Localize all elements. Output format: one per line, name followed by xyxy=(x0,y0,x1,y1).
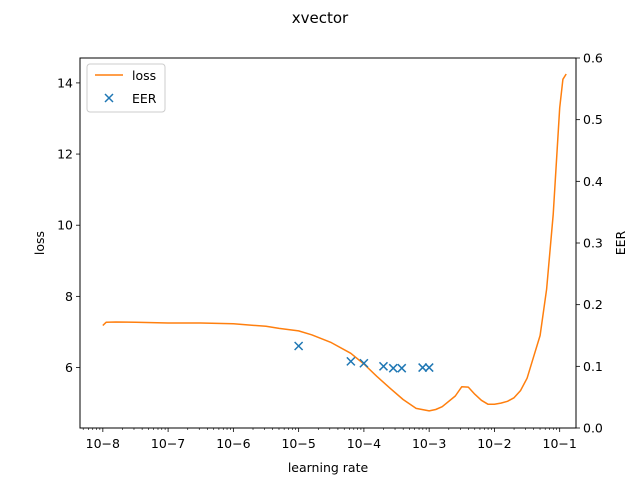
eer-point-stroke-b xyxy=(418,363,428,373)
eer-point xyxy=(378,361,389,371)
x-tick-label: 10−2 xyxy=(477,436,511,451)
x-axis-label: learning rate xyxy=(288,460,369,475)
x-tick-label: 10−3 xyxy=(412,436,446,451)
y-right-tick-label: 0.0 xyxy=(583,421,603,436)
legend-loss-label: loss xyxy=(132,68,156,83)
y-tick-label: 6 xyxy=(65,360,73,375)
eer-point-stroke-b xyxy=(378,361,389,371)
eer-point-stroke-b xyxy=(346,356,356,366)
y-right-tick-label: 0.3 xyxy=(583,236,603,251)
y-axis-label-right: EER xyxy=(613,230,628,255)
axes-frame xyxy=(79,57,577,429)
y-tick-label: 12 xyxy=(57,147,73,162)
plot-area xyxy=(102,73,567,412)
x-tick-label: 10−6 xyxy=(216,436,250,451)
eer-point xyxy=(294,341,304,351)
x-tick-label: 10−7 xyxy=(151,436,185,451)
eer-point-stroke-b xyxy=(359,358,369,368)
eer-point xyxy=(388,363,398,373)
y-right-tick-label: 0.1 xyxy=(583,359,603,374)
y-tick-label: 14 xyxy=(57,75,73,90)
x-tick-label: 10−8 xyxy=(86,436,120,451)
y-right-tick-label: 0.2 xyxy=(583,297,603,312)
eer-point xyxy=(359,358,369,368)
x-tick-label: 10−4 xyxy=(347,436,381,451)
eer-point-stroke-b xyxy=(424,363,434,373)
legend-eer-swatch xyxy=(104,93,114,103)
loss-line xyxy=(102,73,567,412)
legend-eer-label: EER xyxy=(132,91,157,106)
y-right-tick-label: 0.4 xyxy=(583,174,603,189)
eer-point xyxy=(397,363,407,373)
x-axis: 10−8 10−7 10−6 10−5 10−4 10−3 10−2 10−1 xyxy=(82,428,577,451)
legend-eer-marker xyxy=(104,93,114,103)
y-tick-label: 10 xyxy=(57,218,73,233)
y-axis-right: 0.0 0.1 0.2 0.3 0.4 0.5 0.6 xyxy=(576,51,603,436)
y-right-tick-label: 0.5 xyxy=(583,112,603,127)
eer-point-stroke-b xyxy=(397,363,407,373)
legend: loss EER xyxy=(86,63,166,113)
y-axis-left: 6 8 10 12 14 xyxy=(57,75,80,375)
x-tick-label: 10−1 xyxy=(543,436,577,451)
y-right-tick-label: 0.6 xyxy=(583,51,603,66)
chart-title: xvector xyxy=(292,9,349,27)
legend-eer-marker-stroke-b xyxy=(104,93,114,103)
eer-point xyxy=(418,363,428,373)
eer-point-stroke-b xyxy=(388,363,398,373)
y-tick-label: 8 xyxy=(65,289,73,304)
y-axis-label-left: loss xyxy=(32,231,47,255)
eer-point-stroke-b xyxy=(294,341,304,351)
eer-point xyxy=(424,363,434,373)
eer-point xyxy=(346,356,356,366)
x-tick-label: 10−5 xyxy=(281,436,315,451)
